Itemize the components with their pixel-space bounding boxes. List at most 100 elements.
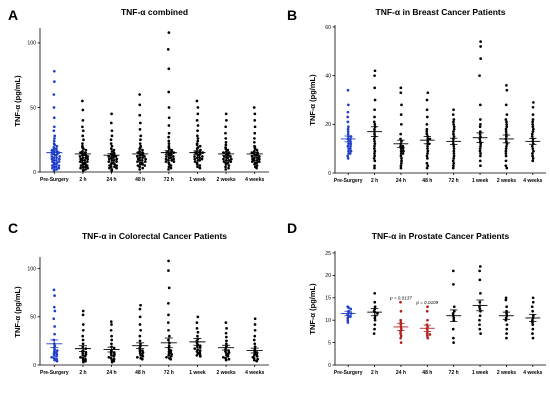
data-point — [81, 165, 85, 169]
data-point — [452, 118, 456, 121]
data-point — [138, 103, 142, 107]
data-point — [110, 144, 114, 148]
p-value-annotation: p = 0.0137 — [389, 295, 412, 300]
data-point — [222, 157, 225, 161]
data-point — [80, 99, 84, 103]
data-point — [425, 161, 429, 165]
data-point — [425, 334, 429, 338]
data-point — [505, 166, 509, 170]
data-point — [57, 160, 61, 164]
data-point — [452, 130, 455, 133]
data-point — [224, 162, 228, 166]
data-point — [479, 118, 482, 121]
data-point — [164, 160, 168, 164]
data-point — [84, 357, 87, 361]
data-point — [504, 152, 508, 155]
data-point — [504, 127, 508, 131]
data-point — [399, 300, 402, 304]
data-point — [169, 357, 173, 361]
x-tick-label: 72 h — [449, 370, 459, 376]
data-point — [399, 309, 403, 313]
data-point — [425, 132, 429, 136]
data-point — [109, 142, 113, 145]
data-point — [478, 130, 482, 133]
data-point — [113, 162, 116, 166]
data-point — [346, 120, 350, 124]
data-point — [348, 147, 352, 151]
data-point — [109, 328, 113, 332]
data-point — [452, 147, 456, 151]
data-point — [530, 305, 534, 309]
data-point — [478, 269, 481, 273]
data-point — [54, 162, 58, 166]
data-point — [373, 98, 377, 102]
data-point — [373, 318, 377, 322]
data-point — [505, 332, 508, 335]
data-point — [81, 108, 85, 112]
data-point — [399, 154, 403, 158]
data-point — [257, 157, 261, 161]
data-point — [81, 125, 84, 129]
data-point — [141, 148, 144, 152]
data-point — [53, 137, 56, 140]
data-point — [479, 40, 482, 43]
data-point — [505, 113, 509, 116]
data-point — [52, 125, 56, 129]
data-point — [167, 139, 171, 143]
data-point — [531, 122, 535, 126]
data-point — [373, 122, 377, 126]
panel-letter: B — [287, 7, 297, 23]
data-point — [81, 142, 84, 145]
data-point — [372, 332, 376, 335]
data-point — [224, 143, 228, 147]
panel-c: C TNF-α in Colorectal Cancer Patients 0 50 1… — [8, 220, 269, 376]
data-point — [200, 157, 204, 161]
data-point — [399, 91, 403, 95]
data-point — [505, 305, 508, 309]
data-point — [531, 152, 534, 155]
data-point — [425, 332, 429, 335]
data-point — [141, 156, 144, 160]
data-point — [479, 45, 482, 48]
data-point — [426, 149, 430, 153]
data-point — [81, 352, 85, 355]
data-point — [426, 157, 429, 160]
data-point — [53, 332, 56, 336]
data-point — [452, 157, 456, 160]
chart-title: TNF-α in Prostate Cancer Patients — [372, 231, 510, 241]
data-point — [172, 157, 175, 161]
data-point — [86, 157, 89, 161]
data-point — [252, 159, 256, 162]
data-point — [349, 144, 352, 148]
data-point — [167, 168, 170, 171]
data-point — [52, 354, 56, 357]
data-point — [452, 132, 455, 136]
data-point — [428, 137, 432, 141]
data-point — [81, 338, 85, 342]
data-point — [109, 138, 113, 142]
data-point — [55, 147, 58, 151]
data-point — [346, 321, 350, 324]
data-point — [109, 147, 113, 151]
data-point — [110, 360, 114, 364]
data-point — [255, 161, 259, 165]
y-tick-label: 0 — [33, 363, 36, 369]
data-point — [167, 159, 170, 162]
data-point — [452, 127, 456, 131]
data-point — [373, 86, 377, 90]
data-point — [196, 134, 199, 138]
y-tick-label: 20 — [325, 122, 331, 128]
data-point — [55, 359, 59, 363]
data-point — [373, 166, 376, 170]
data-point — [115, 166, 118, 170]
data-point — [167, 165, 171, 169]
data-point — [255, 148, 259, 152]
data-point — [531, 159, 535, 163]
data-point — [372, 120, 376, 124]
data-point — [112, 159, 116, 162]
panel-letter: C — [8, 220, 18, 236]
x-tick-label: 2 weeks — [497, 178, 516, 184]
data-point — [478, 314, 482, 318]
data-point — [530, 135, 534, 138]
x-tick-label: Pre-Surgery — [40, 177, 69, 183]
